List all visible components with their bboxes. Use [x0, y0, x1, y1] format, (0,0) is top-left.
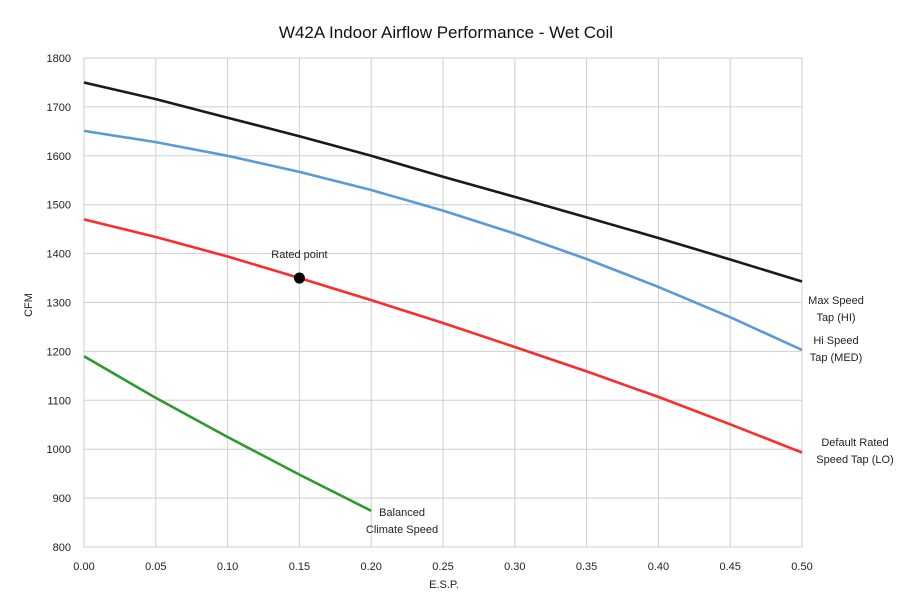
series-line-max-speed	[83, 81, 803, 283]
rated-point-label: Rated point	[271, 249, 327, 261]
y-tick-label: 1700	[47, 102, 71, 114]
y-tick-label: 1600	[47, 151, 71, 163]
series-label-balanced-climate: Climate Speed	[366, 524, 438, 536]
x-tick-label: 0.30	[504, 561, 525, 573]
series-label-balanced-climate: Balanced	[379, 507, 425, 519]
y-tick-label: 1000	[47, 444, 71, 456]
y-tick-label: 1300	[47, 298, 71, 310]
x-tick-label: 0.10	[217, 561, 238, 573]
y-tick-label: 1800	[47, 53, 71, 65]
y-tick-label: 800	[53, 542, 71, 554]
x-tick-label: 0.25	[432, 561, 453, 573]
x-tick-label: 0.05	[145, 561, 166, 573]
series-label-default-rated: Default Rated	[821, 437, 888, 449]
series-line-balanced-climate	[83, 355, 372, 512]
y-tick-label: 1400	[47, 249, 71, 261]
series-line-hi-speed	[83, 129, 803, 352]
x-tick-label: 0.20	[360, 561, 381, 573]
series-layer	[83, 81, 803, 512]
y-tick-label: 1100	[47, 395, 71, 407]
x-tick-label: 0.35	[576, 561, 597, 573]
series-labels: Max Speed Tap (HI) Hi Speed Tap (MED) Defaul…	[271, 249, 893, 536]
rated-point-marker	[293, 272, 305, 284]
x-tick-label: 0.45	[719, 561, 740, 573]
series-line-default-rated	[83, 218, 803, 454]
y-tick-label: 1200	[47, 346, 71, 358]
series-label-hi-speed: Tap (MED)	[810, 352, 863, 364]
series-label-max-speed: Max Speed	[808, 295, 864, 307]
tick-labels: 0.00 0.05 0.10 0.15 0.20 0.25 0.30 0.35 0.40 0.45…	[47, 53, 813, 573]
x-axis-title: E.S.P.	[429, 579, 459, 591]
x-tick-label: 0.50	[791, 561, 812, 573]
x-tick-label: 0.40	[648, 561, 669, 573]
x-tick-label: 0.00	[73, 561, 94, 573]
series-label-max-speed: Tap (HI)	[816, 312, 855, 324]
y-axis-title: CFM	[23, 293, 35, 317]
x-tick-label: 0.15	[289, 561, 310, 573]
series-label-default-rated: Speed Tap (LO)	[816, 454, 893, 466]
y-tick-label: 1500	[47, 200, 71, 212]
series-label-hi-speed: Hi Speed	[813, 335, 858, 347]
chart-title: W42A Indoor Airflow Performance - Wet Co…	[279, 23, 613, 42]
y-tick-label: 900	[53, 493, 71, 505]
grid	[83, 57, 803, 548]
